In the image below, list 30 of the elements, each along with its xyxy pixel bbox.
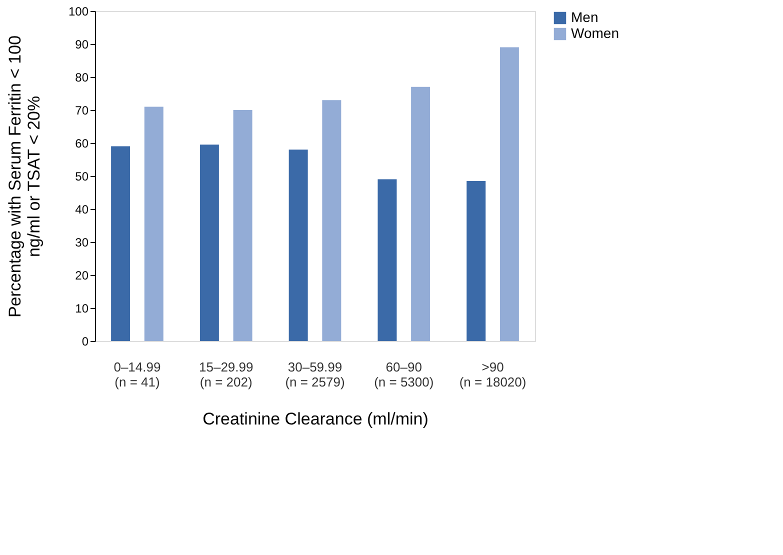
y-tick-label: 30 — [75, 236, 89, 250]
x-tick-label: 30–59.99 (n = 2579) — [285, 360, 345, 390]
bar — [466, 180, 486, 341]
bar — [378, 179, 397, 341]
y-tick-label: 100 — [68, 4, 89, 18]
bar — [288, 150, 308, 341]
y-tick-label: 70 — [75, 104, 89, 118]
y-axis-title: Percentage with Serum Ferritin < 100 ng/ml or TSAT < 20% — [5, 35, 44, 318]
y-tick-label: 90 — [75, 38, 89, 52]
y-tick-label: 80 — [75, 70, 89, 84]
bar — [322, 100, 342, 341]
x-tick-label: 15–29.99 (n = 202) — [198, 360, 254, 390]
y-tick-label: 10 — [75, 302, 89, 316]
bar — [500, 47, 519, 341]
x-tick-label: 60–90 (n = 5300) — [374, 360, 434, 390]
x-axis-title: Creatinine Clearance (ml/min) — [202, 410, 428, 428]
legend-label: Women — [571, 25, 619, 41]
x-tick-label: 0–14.99 (n = 41) — [114, 360, 161, 390]
bar — [200, 144, 219, 341]
y-tick-label: 20 — [75, 268, 89, 282]
y-tick-label: 50 — [75, 170, 89, 184]
x-tick-label: >90 (n = 18020) — [459, 360, 526, 390]
y-tick-label: 0 — [82, 334, 89, 348]
y-tick-label: 40 — [75, 202, 89, 216]
y-tick-label: 60 — [75, 136, 89, 150]
bar — [233, 110, 252, 341]
bar — [411, 86, 430, 341]
bar — [144, 106, 164, 341]
legend-label: Men — [571, 9, 598, 25]
bar — [111, 146, 130, 341]
